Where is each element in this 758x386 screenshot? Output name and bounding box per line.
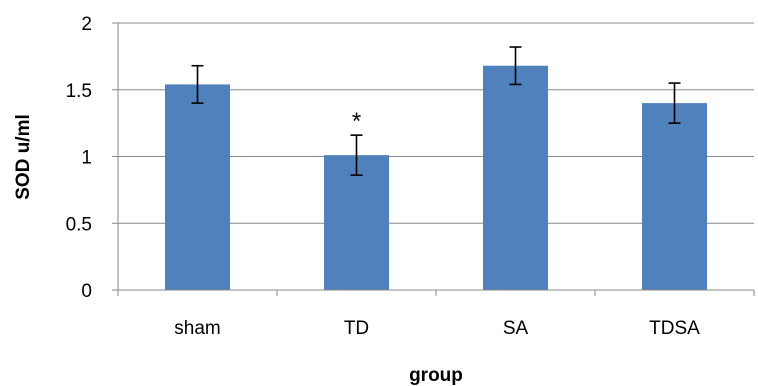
- error-bar-sa: [509, 46, 522, 86]
- error-bar-sham: [191, 64, 204, 104]
- bar-sham: [165, 84, 230, 290]
- y-tick-labels: 0 0.5 1 1.5 2: [66, 14, 118, 302]
- x-tick-label: TDSA: [649, 318, 700, 339]
- y-tick-label: 1: [81, 148, 92, 169]
- x-tick-labels: sham TD SA TDSA: [174, 318, 700, 339]
- bars: [165, 65, 707, 290]
- bar-tdsa: [642, 103, 707, 290]
- bar-sa: [483, 65, 548, 290]
- x-tick-label: SA: [503, 318, 529, 339]
- error-bar-td: [350, 134, 363, 176]
- y-tick-label: 2: [81, 14, 92, 35]
- x-tick-label: sham: [174, 318, 220, 339]
- bar-td: [324, 155, 389, 290]
- error-bar-tdsa: [668, 82, 681, 124]
- x-axis-title: group: [409, 365, 463, 386]
- annotations: *: [352, 108, 361, 135]
- error-bars: [191, 46, 681, 176]
- y-tick-label: 1.5: [66, 81, 92, 102]
- axes: [117, 23, 755, 296]
- y-tick-label: 0.5: [66, 214, 92, 235]
- y-axis-title: SOD u/ml: [13, 114, 34, 200]
- y-tick-label: 0: [81, 281, 92, 302]
- significance-marker: *: [352, 108, 361, 135]
- x-tick-label: TD: [344, 318, 369, 339]
